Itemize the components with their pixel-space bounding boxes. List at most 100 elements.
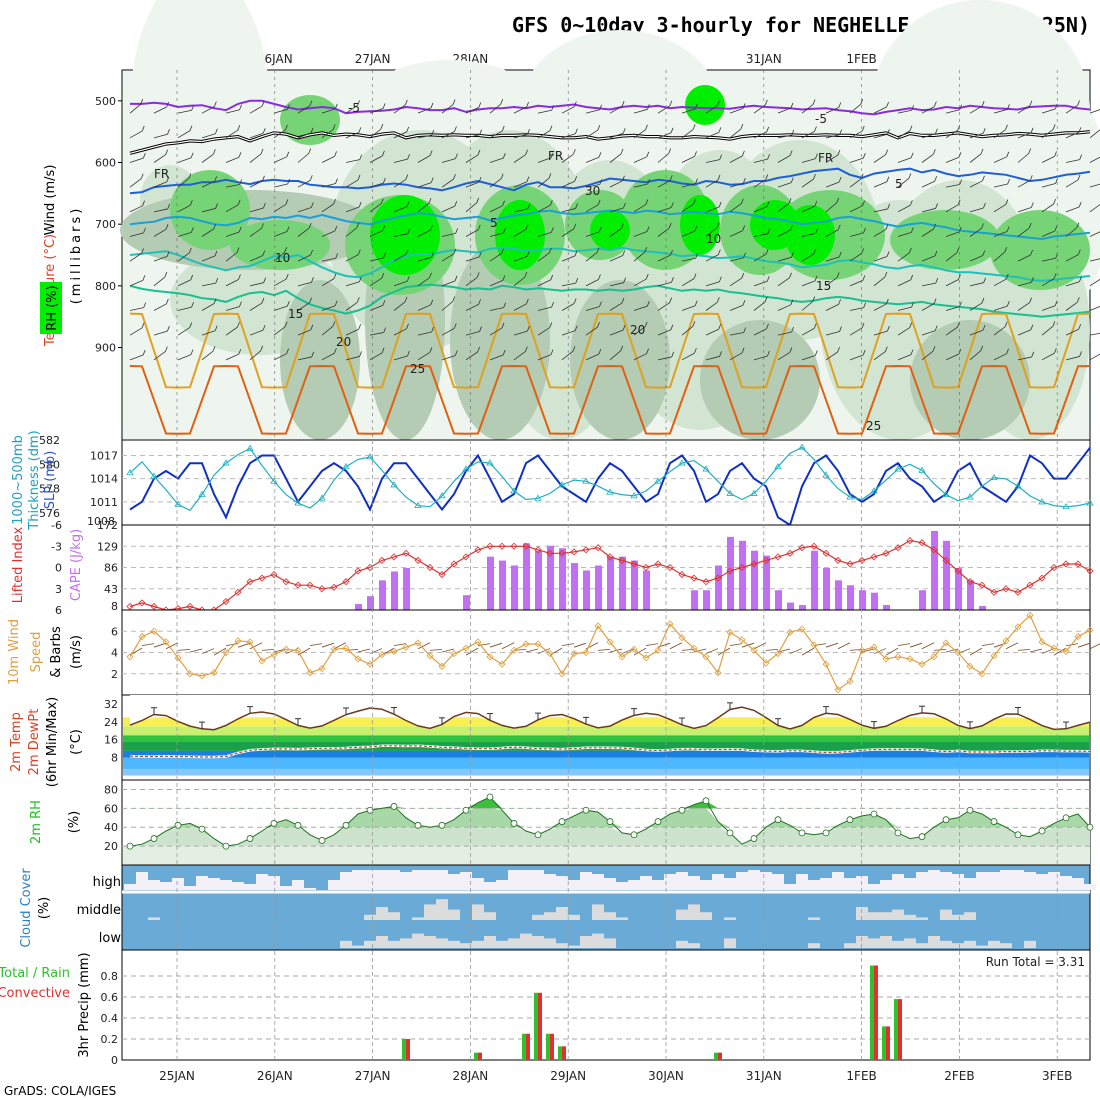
wind-barb: [585, 279, 599, 287]
wind-barb-flag: [694, 151, 697, 157]
wind-marker: [1014, 623, 1022, 631]
wind-barb: [945, 184, 960, 188]
wind-barb-flag: [479, 129, 483, 135]
wind-barb: [417, 642, 431, 650]
wind-barb: [681, 183, 696, 188]
wind-barb: [705, 227, 718, 237]
wind-barb: [177, 178, 190, 188]
rh-marker: [678, 806, 686, 814]
wind-barb-flag: [383, 327, 387, 333]
wind-barb: [1065, 179, 1079, 188]
contour-label: 15: [816, 279, 831, 293]
wind-barb-flag: [502, 275, 506, 281]
wind-barb: [657, 356, 672, 361]
wind-barb: [177, 327, 190, 336]
wind-barb: [465, 181, 480, 188]
wind-barb: [753, 301, 766, 311]
wind-barb: [357, 648, 371, 653]
wind-barb-flag: [452, 99, 456, 105]
cloud-low-cell: [448, 940, 460, 948]
wind-barb: [345, 227, 358, 237]
wind-barb-flag: [718, 324, 722, 330]
wind-barb-flag: [910, 274, 914, 281]
precip-total-bar: [402, 1039, 406, 1060]
lifted-line: [129, 539, 1091, 611]
wind-barb-flag: [645, 273, 649, 280]
panel-cape-frame: [121, 524, 1091, 611]
wind-barb: [297, 227, 310, 237]
cape-bar: [703, 590, 710, 610]
wind-barb: [993, 231, 1008, 237]
precip-total-bar: [882, 1026, 886, 1060]
wind-marker: [882, 655, 890, 663]
wind-barb-flag: [382, 300, 386, 306]
wind-marker: [450, 649, 458, 658]
wind-barb: [369, 230, 383, 237]
wind-barb: [657, 180, 671, 188]
rh-blob: [280, 95, 340, 145]
wind-barb-flag: [718, 201, 722, 208]
wind-barb: [489, 354, 504, 361]
wind-barb-flag: [1006, 348, 1009, 354]
rh-marker: [414, 821, 422, 829]
wind-barb: [297, 153, 309, 163]
wind-barb: [297, 207, 312, 213]
cloud-high-cell: [760, 872, 772, 890]
rh-marker: [654, 818, 662, 825]
wind-marker: [546, 649, 554, 658]
wind-barb: [153, 228, 167, 237]
wind-barb: [417, 155, 431, 163]
wind-barb-flag: [670, 249, 673, 256]
rh-blob: [280, 280, 360, 440]
wind-tick: 6: [111, 625, 118, 638]
wind-barb: [1017, 302, 1030, 311]
wind-barb: [153, 154, 166, 163]
wind-barb: [873, 228, 887, 237]
wind-barb-flag: [862, 200, 865, 206]
wind-barb-flag: [1055, 178, 1058, 184]
cloud-high-cell: [1036, 874, 1048, 890]
wind-marker: [258, 657, 266, 665]
wind-barb: [777, 182, 792, 188]
wind-barb: [681, 129, 694, 139]
wind-barb: [633, 278, 647, 287]
wind-marker: [534, 640, 542, 648]
wind-barb-flag: [836, 197, 840, 203]
precip-bars: 00.20.40.60.8: [101, 965, 1090, 1067]
thickness-marker: [222, 459, 230, 466]
wind-barb-flag: [908, 173, 912, 179]
wind-barb-flag: [719, 276, 722, 282]
wind-barb-flag: [620, 345, 624, 351]
wind-barb-flag: [790, 102, 794, 109]
slp-tick: 1014: [90, 473, 118, 486]
wind-barb: [729, 230, 743, 237]
wind-barb: [201, 648, 215, 654]
cloud-high-cell: [832, 872, 844, 890]
wind-barb: [297, 356, 312, 361]
cape-tick: 129: [97, 540, 118, 553]
wind-barb: [513, 256, 528, 262]
wind-barb-flag: [934, 176, 938, 182]
wind-barb: [249, 153, 262, 163]
wind-barb-flag: [1030, 127, 1034, 133]
wind-barb-flag: [358, 127, 362, 133]
wind-barb: [945, 279, 959, 287]
wind-barb: [669, 642, 683, 650]
cloud-high-cell: [400, 872, 412, 890]
panel-precip-frame: [121, 949, 1091, 1061]
wind-barb: [609, 255, 623, 262]
wind-barb: [369, 332, 384, 336]
wind-barb-flag: [670, 202, 674, 208]
wind-barb: [393, 131, 407, 139]
wind-barb: [537, 279, 551, 287]
wind-barb: [585, 204, 599, 213]
wind-barb: [225, 643, 239, 646]
label-cape: CAPE (J/kg): [69, 529, 84, 601]
wind-barb: [249, 207, 264, 213]
wind-marker: [906, 655, 914, 663]
rh-marker: [462, 806, 470, 814]
wind-barb: [249, 105, 263, 114]
wind-marker: [210, 669, 218, 677]
wind-barb-flag: [356, 297, 360, 303]
wind-barb-flag: [310, 127, 314, 133]
